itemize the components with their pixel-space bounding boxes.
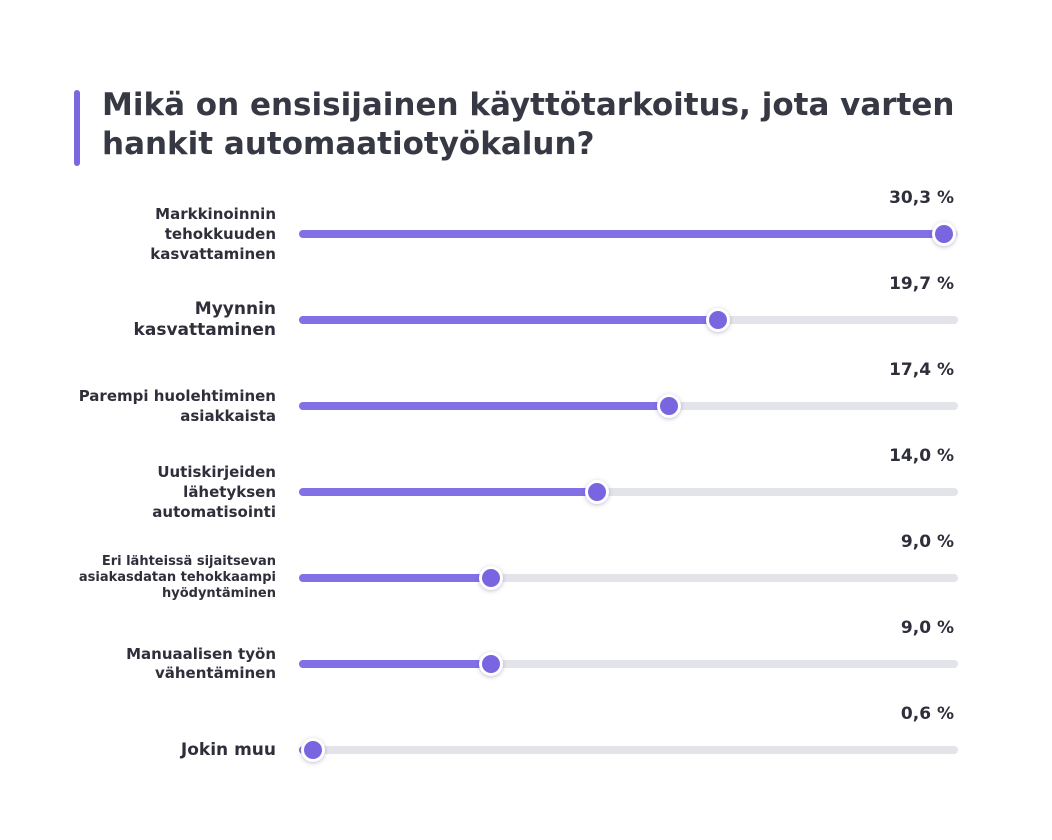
value-label: 17,4 %	[889, 360, 954, 380]
value-label: 30,3 %	[889, 188, 954, 208]
bar-fill	[299, 230, 944, 238]
category-label: Eri lähteissä sijaitsevan asiakasdatan t…	[78, 554, 276, 601]
category-label: Myynnin kasvattaminen	[133, 299, 276, 340]
category-label: Markkinoinnin tehokkuuden kasvattaminen	[150, 205, 276, 263]
bar-marker	[585, 480, 610, 504]
bar-track	[299, 488, 958, 496]
bar-track	[299, 316, 958, 324]
bar-marker	[478, 652, 503, 676]
bar-fill	[299, 488, 598, 496]
bar-fill	[299, 316, 719, 324]
category-label: Manuaalisen työn vähentäminen	[126, 645, 276, 682]
bar-fill	[299, 574, 491, 582]
bar-track	[299, 574, 958, 582]
category-label: Uutiskirjeiden lähetyksen automatisointi	[152, 463, 276, 521]
chart-row: Eri lähteissä sijaitsevan asiakasdatan t…	[0, 530, 1052, 616]
bar-track	[299, 746, 958, 754]
bar-marker	[706, 308, 731, 332]
chart-row: Markkinoinnin tehokkuuden kasvattaminen 3…	[0, 186, 1052, 272]
chart-row: Parempi huolehtiminen asiakkaista 17,4 %	[0, 358, 1052, 444]
value-label: 9,0 %	[900, 618, 954, 638]
category-label: Jokin muu	[180, 739, 276, 760]
chart-row: Myynnin kasvattaminen 19,7 %	[0, 272, 1052, 358]
value-label: 0,6 %	[900, 704, 954, 724]
bar-fill	[299, 660, 491, 668]
chart-row: Uutiskirjeiden lähetyksen automatisointi…	[0, 444, 1052, 530]
bar-marker	[657, 394, 682, 418]
value-label: 19,7 %	[889, 274, 954, 294]
value-label: 14,0 %	[889, 446, 954, 466]
bar-fill	[299, 402, 670, 410]
bar-track	[299, 660, 958, 668]
chart-title: Mikä on ensisijainen käyttötarkoitus, jo…	[102, 87, 955, 162]
chart-row: Manuaalisen työn vähentäminen 9,0 %	[0, 616, 1052, 702]
bar-track	[299, 402, 958, 410]
bar-marker	[301, 738, 325, 762]
bar-marker	[478, 566, 503, 590]
category-label: Parempi huolehtiminen asiakkaista	[78, 387, 276, 425]
chart-row: Jokin muu 0,6 %	[0, 702, 1052, 788]
bar-track	[299, 230, 958, 238]
bar-marker	[932, 222, 956, 246]
value-label: 9,0 %	[900, 532, 954, 552]
title-accent-bar	[74, 90, 80, 166]
